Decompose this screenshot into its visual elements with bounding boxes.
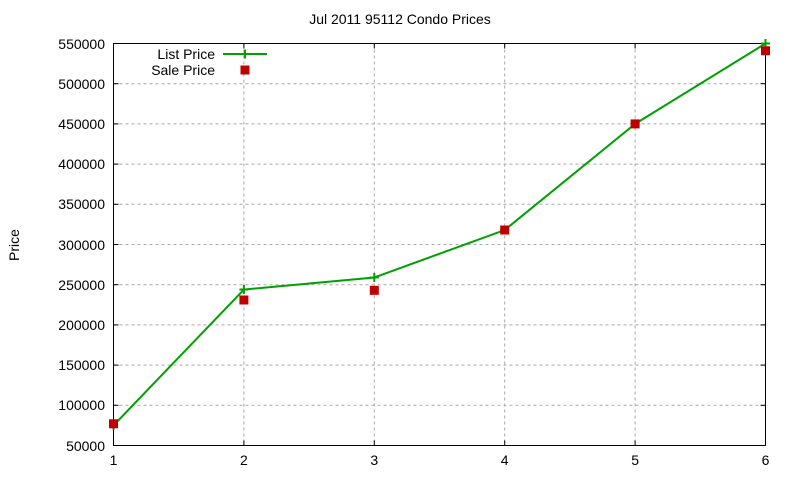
y-tick-label: 300000 xyxy=(58,236,105,253)
y-tick-label: 350000 xyxy=(58,196,105,213)
sale-price-marker xyxy=(500,225,510,235)
legend-label-list-price: List Price xyxy=(157,46,215,62)
legend-item-list-price: List Price xyxy=(113,46,267,62)
y-tick-label: 500000 xyxy=(58,75,105,92)
y-tick-label: 200000 xyxy=(58,316,105,333)
y-tick-label: 550000 xyxy=(58,35,105,52)
x-tick-label: 6 xyxy=(761,452,770,468)
x-tick-label: 3 xyxy=(370,452,379,468)
x-tick-label: 4 xyxy=(500,452,509,468)
legend: List Price Sale Price xyxy=(113,46,267,78)
y-tick-label: 100000 xyxy=(58,397,105,414)
x-tick-label: 2 xyxy=(239,452,248,468)
sale-price-marker xyxy=(239,295,249,305)
y-tick-label: 400000 xyxy=(58,156,105,173)
list-price-line xyxy=(112,42,767,427)
sale-price-marker xyxy=(369,285,379,295)
legend-item-sale-price: Sale Price xyxy=(113,62,267,78)
x-tick-label: 5 xyxy=(631,452,639,468)
list-price-line-sample-icon xyxy=(223,49,267,59)
list-price-marker xyxy=(239,285,249,295)
plot-border xyxy=(113,43,766,446)
plot-group xyxy=(109,39,770,446)
y-tick-label: 50000 xyxy=(66,437,105,454)
y-tick-label: 150000 xyxy=(58,357,105,374)
y-tick-label: 450000 xyxy=(58,115,105,132)
y-tick-label: 250000 xyxy=(58,276,105,293)
sale-price-marker xyxy=(630,119,640,129)
sale-price-marker xyxy=(109,419,118,429)
x-tick-label: 1 xyxy=(109,452,118,468)
chart-title: Jul 2011 95112 Condo Prices xyxy=(309,11,491,27)
sale-price-marker xyxy=(761,46,770,56)
legend-label-sale-price: Sale Price xyxy=(151,62,215,78)
sale-price-square-sample-icon xyxy=(240,65,250,75)
list-price-marker xyxy=(369,272,379,282)
